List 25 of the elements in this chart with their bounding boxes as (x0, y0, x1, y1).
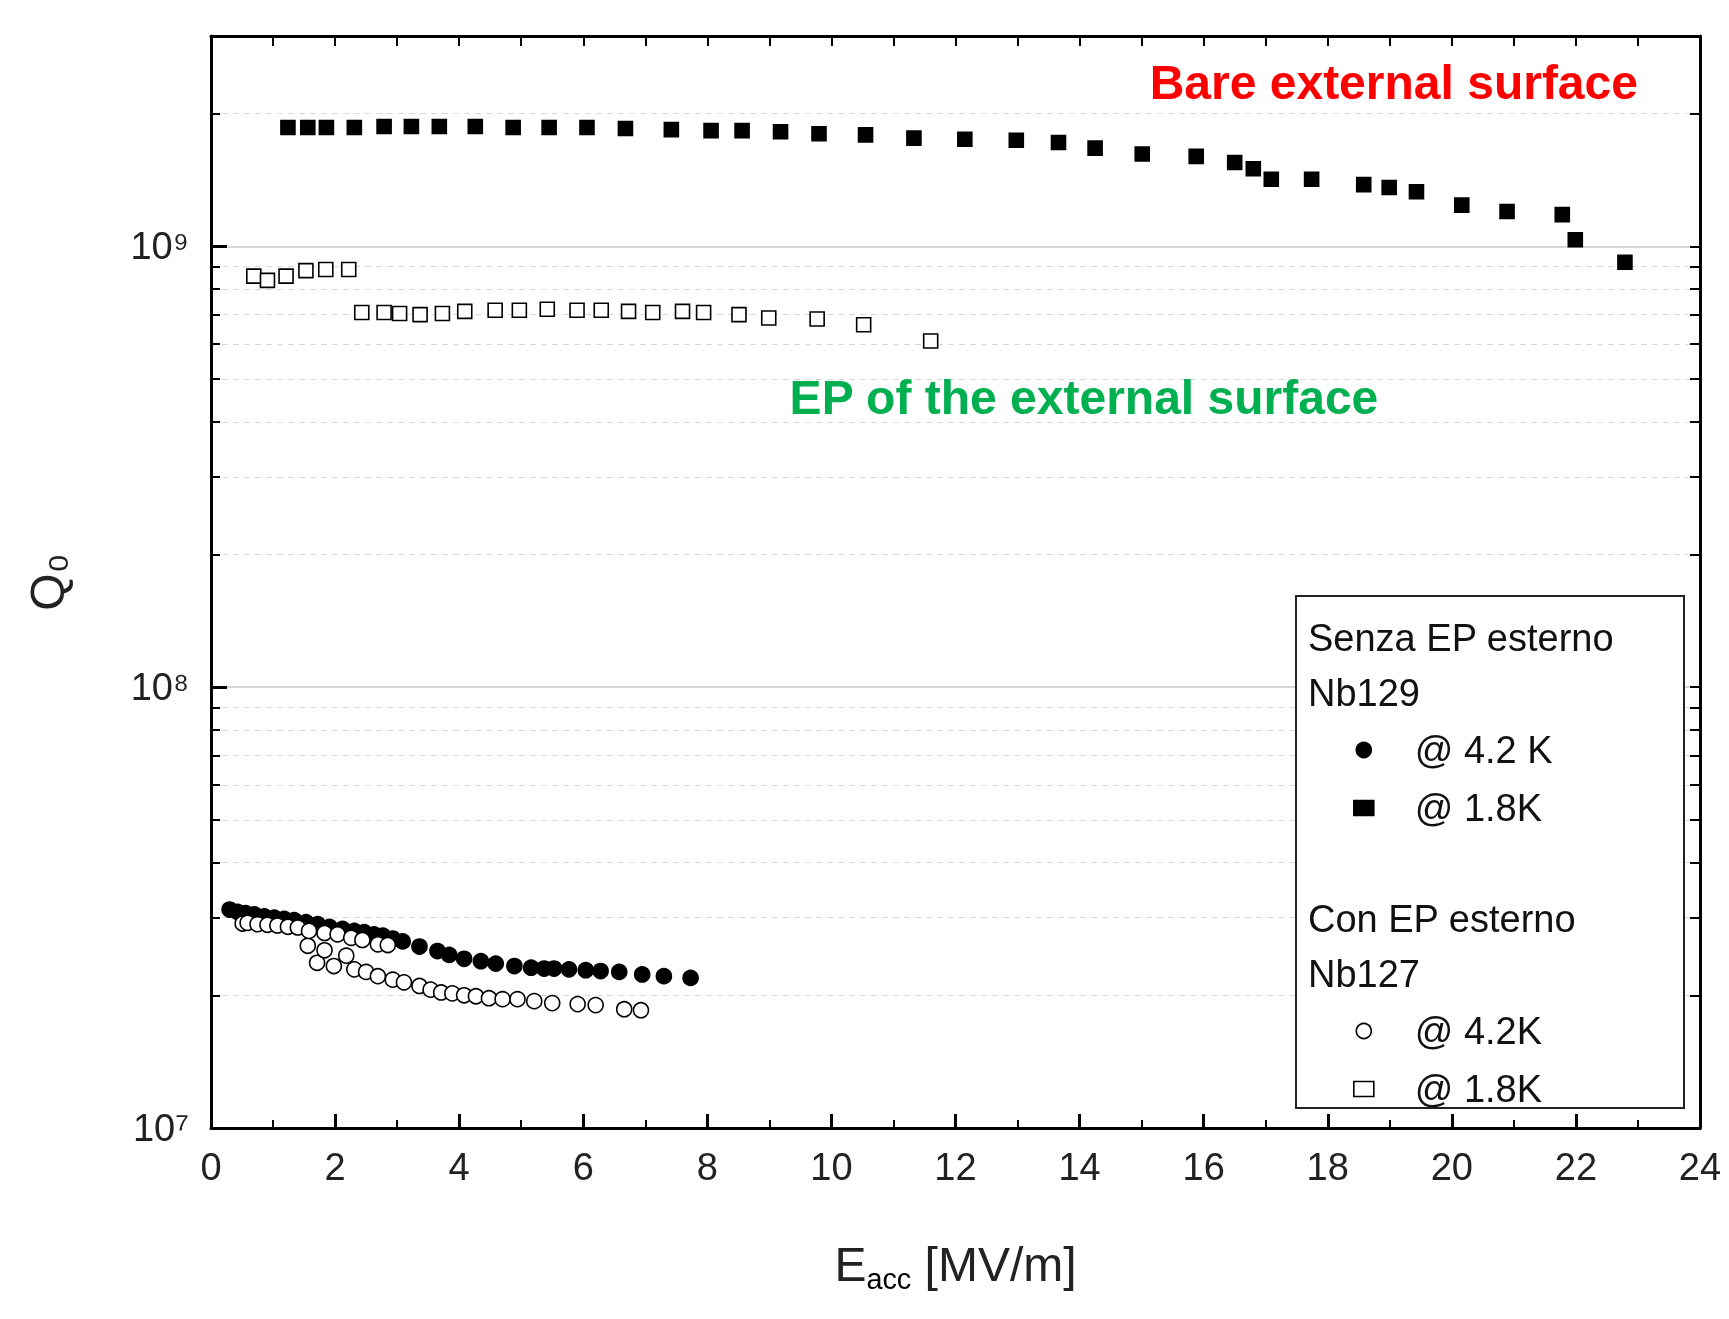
x-tick-label: 10 (810, 1146, 853, 1188)
x-tick-label: 22 (1554, 1146, 1598, 1188)
x-tick-label: 4 (448, 1146, 470, 1188)
legend-label: @ 4.2 K (1414, 729, 1553, 771)
annotation: Senza EP esterno Nb129 (1308, 616, 1614, 714)
x-tick-label: 8 (696, 1146, 718, 1188)
y-tick-label: 10⁸ (130, 666, 189, 709)
x-tick-label: 16 (1182, 1146, 1225, 1188)
annotation: Con EP esterno Nb127 (1308, 897, 1576, 995)
x-tick-label: 2 (324, 1146, 346, 1188)
legend-label: @ 1.8K (1414, 1068, 1543, 1110)
x-tick-label: 20 (1430, 1146, 1473, 1188)
legend-label: @ 4.2K (1414, 1010, 1543, 1052)
annotation: EP of the external surface (789, 370, 1379, 424)
annotation: Bare external surface (1149, 55, 1638, 109)
x-tick-label: 14 (1058, 1146, 1101, 1188)
x-tick-label: 12 (934, 1146, 977, 1188)
x-tick-label: 6 (572, 1146, 594, 1188)
x-tick-label: 24 (1678, 1146, 1722, 1188)
x-tick-label: 18 (1306, 1146, 1349, 1188)
y-axis-title: Q₀ (20, 553, 74, 611)
y-tick-label: 10⁹ (130, 225, 189, 268)
legend-label: @ 1.8K (1414, 787, 1543, 829)
x-tick-label: 0 (200, 1146, 222, 1188)
y-tick-label: 10⁷ (132, 1107, 189, 1149)
